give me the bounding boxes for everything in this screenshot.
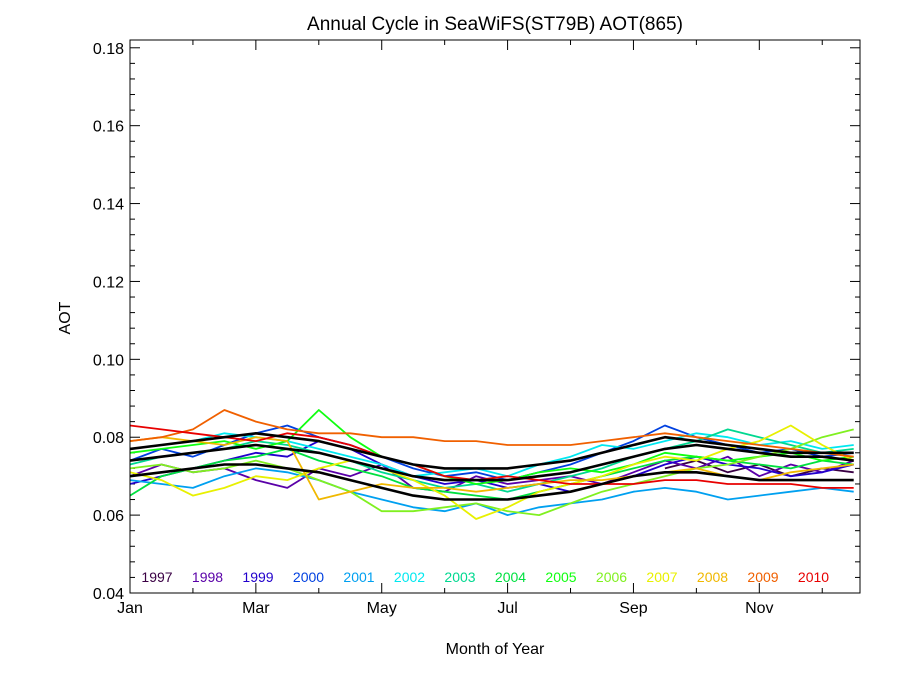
series-line-1999 bbox=[129, 440, 854, 493]
legend-entry-2004: 2004 bbox=[495, 569, 526, 585]
series-line-2003 bbox=[129, 428, 854, 493]
x-axis-label: Month of Year bbox=[446, 641, 545, 658]
series-line-2005 bbox=[129, 409, 854, 485]
legend-entry-2008: 2008 bbox=[697, 569, 728, 585]
series-line-2010 bbox=[129, 424, 854, 489]
chart-title: Annual Cycle in SeaWiFS(ST79B) AOT(865) bbox=[307, 14, 683, 35]
y-tick-label: 0.06 bbox=[93, 508, 124, 525]
plot-frame bbox=[129, 39, 861, 594]
plot-area bbox=[129, 409, 855, 520]
legend-entry-2007: 2007 bbox=[646, 569, 677, 585]
series-line-2004 bbox=[129, 447, 854, 501]
black-reference-line bbox=[129, 443, 854, 482]
black-reference-line bbox=[129, 431, 854, 470]
x-tick-label: Nov bbox=[745, 600, 773, 617]
y-tick-label: 0.04 bbox=[93, 586, 124, 603]
x-tick-label: Jul bbox=[497, 600, 517, 617]
y-tick-label: 0.16 bbox=[93, 119, 124, 136]
series-line-2001 bbox=[129, 467, 854, 516]
x-tick-label: May bbox=[367, 600, 397, 617]
x-tick-label: Jan bbox=[117, 600, 143, 617]
legend-entry-2006: 2006 bbox=[596, 569, 627, 585]
legend-entry-1999: 1999 bbox=[242, 569, 273, 585]
y-tick-label: 0.10 bbox=[93, 352, 124, 369]
series-line-2006 bbox=[129, 428, 854, 516]
legend: 1997 1998 1999 2000 2001 2002 2003 2004 2005 2006… bbox=[141, 569, 829, 585]
legend-entry-1997: 1997 bbox=[141, 569, 172, 585]
black-reference-line bbox=[129, 463, 854, 501]
legend-entry-2002: 2002 bbox=[394, 569, 425, 585]
series-line-2009 bbox=[129, 409, 854, 458]
legend-entry-2009: 2009 bbox=[747, 569, 778, 585]
y-tick-label: 0.08 bbox=[93, 430, 124, 447]
y-tick-label: 0.18 bbox=[93, 41, 124, 58]
series-line-2002 bbox=[129, 432, 854, 478]
legend-entry-2001: 2001 bbox=[343, 569, 374, 585]
legend-entry-2005: 2005 bbox=[545, 569, 576, 585]
x-tick-label: Sep bbox=[619, 600, 648, 617]
legend-entry-1998: 1998 bbox=[192, 569, 223, 585]
x-tick-label: Mar bbox=[242, 600, 270, 617]
y-tick-labels: 0.04 0.06 0.08 0.10 0.12 0.14 0.16 0.18 bbox=[93, 41, 124, 603]
legend-entry-2010: 2010 bbox=[798, 569, 829, 585]
tick-marks bbox=[129, 40, 860, 594]
y-axis-label: AOT bbox=[57, 301, 74, 334]
y-tick-label: 0.12 bbox=[93, 274, 124, 291]
y-tick-label: 0.14 bbox=[93, 197, 124, 214]
series-line-2007 bbox=[129, 424, 855, 520]
x-tick-labels: Jan Mar May Jul Sep Nov bbox=[117, 600, 773, 617]
legend-entry-2003: 2003 bbox=[444, 569, 475, 585]
legend-entry-2000: 2000 bbox=[293, 569, 324, 585]
